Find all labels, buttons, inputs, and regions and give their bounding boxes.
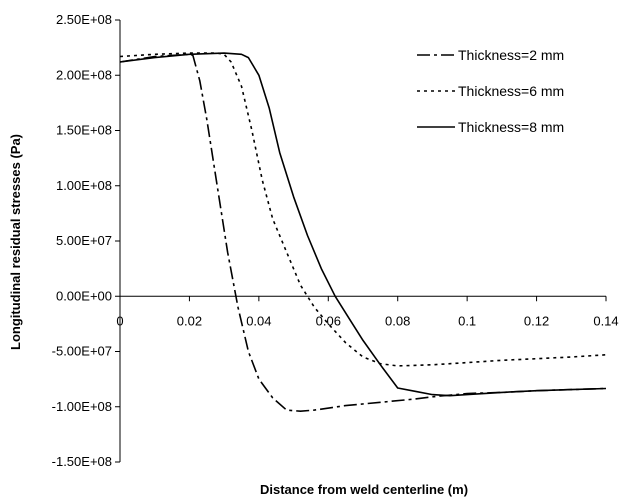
x-tick-label: 0.1 [458,313,476,328]
x-tick-label: 0.02 [177,313,202,328]
x-tick-label: 0.04 [246,313,271,328]
legend-label-2: Thickness=6 mm [458,83,564,99]
x-tick-label: 0.12 [524,313,549,328]
plot-area: -1.50E+08 -1.00E+08 -5.00E+07 0.00E+00 5.00E… [52,12,619,469]
y-tick-label: -1.00E+08 [52,399,112,414]
x-tick-label: 0.06 [316,313,341,328]
legend-label-1: Thickness=2 mm [458,47,564,63]
x-tick-label: 0.08 [385,313,410,328]
series-line-3 [119,52,607,397]
legend-label-3: Thickness=8 mm [458,119,564,135]
x-tick-label: 0.14 [593,313,618,328]
y-tick-label: -1.50E+08 [52,454,112,469]
y-axis-title: Longitudinal residual stresses (Pa) [8,134,23,350]
legend: Thickness=2 mm Thickness=6 mm Thickness=8 … [417,47,564,135]
y-tick-label: 2.50E+08 [56,12,112,27]
x-axis-title: Distance from weld centerline (m) [260,482,468,497]
series-line-1 [119,53,607,413]
y-tick-label: 0.00E+00 [56,288,112,303]
y-tick-label: 1.00E+08 [56,178,112,193]
y-tick-label: 1.50E+08 [56,123,112,138]
x-tick-label: 0 [116,313,123,328]
y-tick-label: -5.00E+07 [52,344,112,359]
y-tick-label: 5.00E+07 [56,233,112,248]
y-tick-label: 2.00E+08 [56,67,112,82]
